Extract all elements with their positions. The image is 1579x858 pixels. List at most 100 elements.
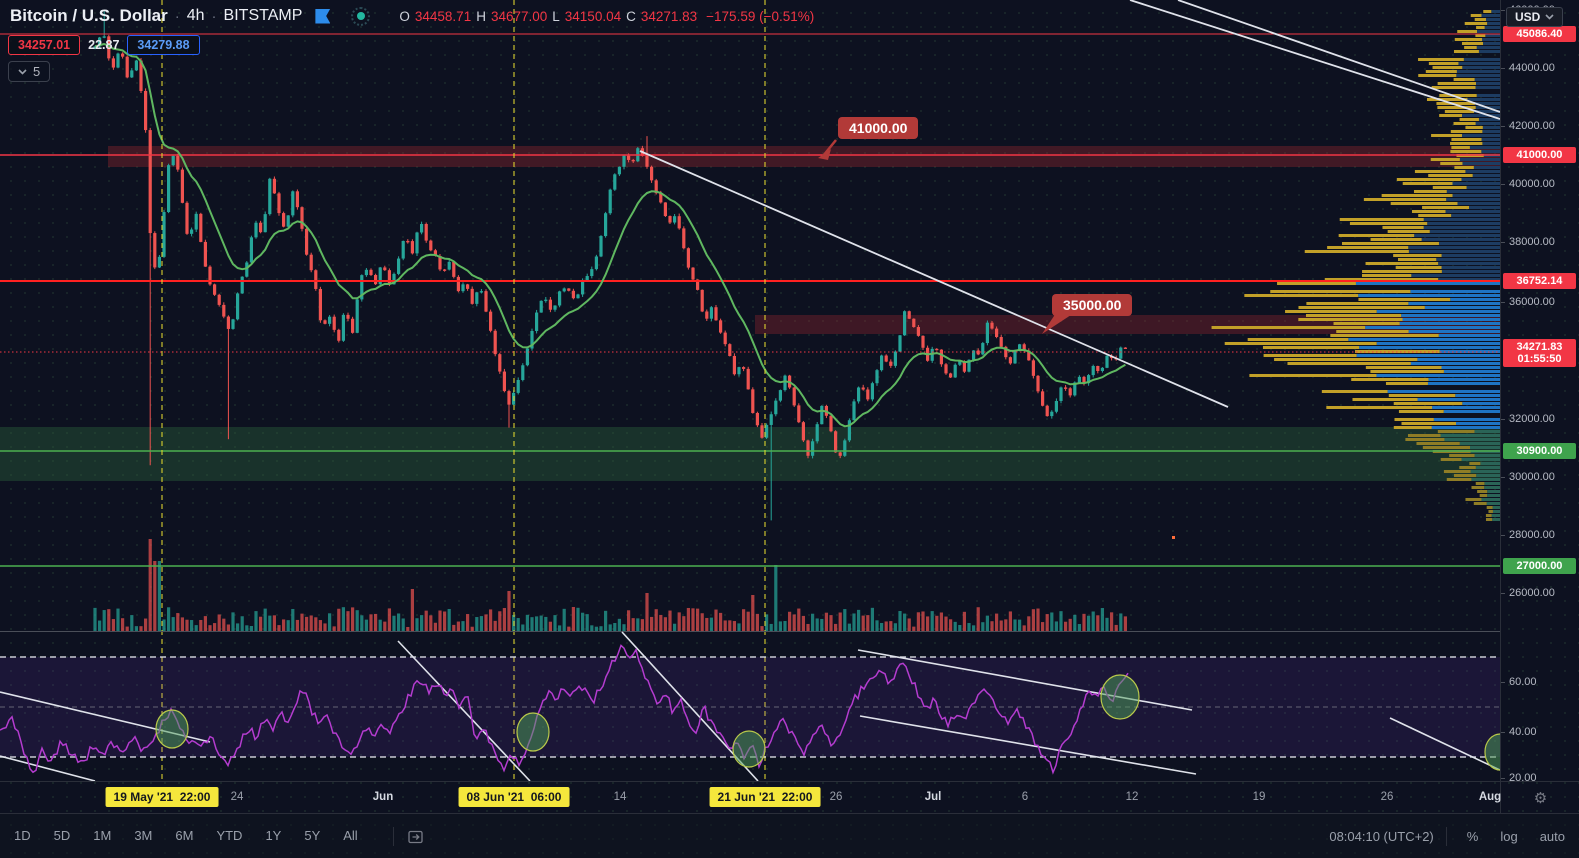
price-callout-35000[interactable]: 35000.00 [1052,294,1133,316]
range-button-1m[interactable]: 1M [93,828,112,843]
price-axis-tick: 28000.00 [1501,529,1579,541]
ideas-bubble-icon[interactable] [351,6,371,26]
price-alert-chips: 34257.01 22.87 34279.88 [8,35,200,55]
chart-canvas[interactable] [0,0,1500,781]
interval-label[interactable]: 4h [186,7,205,24]
price-axis-tick: 26000.00 [1501,587,1579,599]
level-price-badge[interactable]: 41000.00 [1503,147,1576,163]
legend-separator: · [211,7,217,25]
price-axis-tick: 40000.00 [1501,178,1579,190]
go-to-date-icon[interactable] [406,827,425,846]
range-button-1d[interactable]: 1D [14,828,31,843]
price-axis[interactable]: 46000.0044000.0042000.0040000.0038000.00… [1500,0,1579,784]
level-price-badge[interactable]: 27000.00 [1503,558,1576,574]
event-time-badge[interactable]: 19 May '21 22:00 [105,787,219,807]
trendline-rsi-6[interactable] [1389,717,1500,771]
range-button-1y[interactable]: 1Y [265,828,282,843]
range-button-ytd[interactable]: YTD [216,828,243,843]
time-axis-tick: 14 [613,791,627,803]
toolbar-divider [1445,826,1447,846]
alert-price-chip-red[interactable]: 34257.01 [8,35,81,55]
time-axis-tick: Jun [372,791,394,803]
indicators-collapse-button[interactable]: 5 [8,61,51,82]
gear-icon[interactable]: ⚙ [1533,790,1548,807]
chart-legend: Bitcoin / U.S. Dollar · 4h · BITSTAMP O … [10,6,814,26]
range-button-5y[interactable]: 5Y [304,828,321,843]
trendline-main-0[interactable] [639,150,1229,408]
event-time-badge[interactable]: 21 Jun '21 22:00 [709,787,821,807]
currency-unit-button[interactable]: USD [1506,7,1564,27]
time-axis-tick: 26 [1380,791,1394,803]
current-price-badge: 34271.83 01:55:50 [1503,339,1576,367]
time-axis-tick: 19 [1252,791,1266,803]
rsi-highlight-ellipse-4[interactable] [1484,733,1500,771]
time-axis-tick: 24 [230,791,244,803]
bottom-toolbar: 1D 5D 1M 3M 6M YTD 1Y 5Y All 08:04:10 (UTC+2) % … [0,813,1579,858]
price-axis-tick: 44000.00 [1501,62,1579,74]
level-price-badge[interactable]: 45086.40 [1503,26,1576,42]
zone-supply-41000[interactable] [108,146,1500,167]
symbol-title[interactable]: Bitcoin / U.S. Dollar [10,6,168,25]
flag-icon[interactable] [315,8,331,24]
ma-line[interactable] [94,43,1126,428]
horizontal-level-lines[interactable] [0,33,1500,567]
supply-demand-zones[interactable] [0,146,1500,481]
legend-separator: · [174,7,180,25]
time-axis-tick: Jul [924,791,942,803]
price-axis-tick: 38000.00 [1501,236,1579,248]
rsi-highlight-ellipse-1[interactable] [516,712,550,752]
ohlc-low-value: 34150.04 [564,8,622,24]
rsi-highlight-ellipse-0[interactable] [155,709,189,749]
range-button-6m[interactable]: 6M [175,828,194,843]
trendline-main-2[interactable] [1177,0,1500,113]
chevron-down-icon [18,68,27,75]
trendline-rsi-2[interactable] [397,640,531,781]
time-axis-tick: 12 [1125,791,1139,803]
alert-price-chip-blue[interactable]: 34279.88 [127,35,200,55]
axis-settings-corner[interactable]: ⚙ [1500,782,1579,814]
price-axis-tick: 30000.00 [1501,471,1579,483]
indicators-count: 5 [33,64,41,79]
ohlc-close-label: C [626,8,636,24]
trendline-main-1[interactable] [1129,0,1500,120]
ohlc-high-label: H [476,8,486,24]
vertical-event-lines[interactable] [161,0,766,780]
stray-marker-dot [1172,536,1175,539]
price-axis-tick: 40.00 [1501,726,1579,738]
volume-histogram [93,539,1127,631]
rsi-highlight-ellipse-3[interactable] [1100,674,1140,720]
rsi-line[interactable] [0,644,1129,775]
moving-average-line [94,43,1126,428]
range-button-3m[interactable]: 3M [134,828,153,843]
rsi-highlight-ellipse-2[interactable] [732,730,766,768]
percent-scale-button[interactable]: % [1466,828,1479,844]
date-range-buttons: 1D 5D 1M 3M 6M YTD 1Y 5Y All [14,827,381,845]
ohlc-close-value: 34271.83 [640,8,698,24]
time-axis-tick: 6 [1021,791,1029,803]
session-clock[interactable]: 08:04:10 (UTC+2) [1329,828,1434,844]
range-button-all[interactable]: All [343,828,358,843]
price-callout-41000[interactable]: 41000.00 [838,117,919,139]
auto-scale-button[interactable]: auto [1539,828,1565,844]
annotations-top [818,139,1175,539]
exchange-label[interactable]: BITSTAMP [223,7,303,24]
ohlc-high-value: 34677.00 [490,8,548,24]
log-scale-button[interactable]: log [1500,828,1518,844]
price-axis-tick: 36000.00 [1501,296,1579,308]
rsi-pane [0,631,1500,781]
zone-demand-30900[interactable] [0,427,1500,481]
event-time-badge[interactable]: 08 Jun '21 06:00 [458,787,570,807]
time-axis[interactable]: ⚙ 24 Jun 14 26 Jul 6 12 19 26 Aug 19 May '21 22:00… [0,781,1579,814]
trendline-rsi-5[interactable] [859,715,1197,775]
price-axis-tick: 32000.00 [1501,413,1579,425]
ohlc-open-label: O [399,8,410,24]
level-price-badge[interactable]: 36752.14 [1503,273,1576,289]
ohlc-change-value: −175.59 (−0.51%) [706,8,815,24]
trendline-rsi-1[interactable] [0,755,96,781]
chevron-down-icon [1545,14,1554,20]
range-button-5d[interactable]: 5D [53,828,71,843]
trendlines[interactable] [639,0,1500,408]
ohlc-readout: O 34458.71 H 34677.00 L 34150.04 C 34271… [399,9,814,24]
level-price-badge[interactable]: 30900.00 [1503,443,1576,459]
